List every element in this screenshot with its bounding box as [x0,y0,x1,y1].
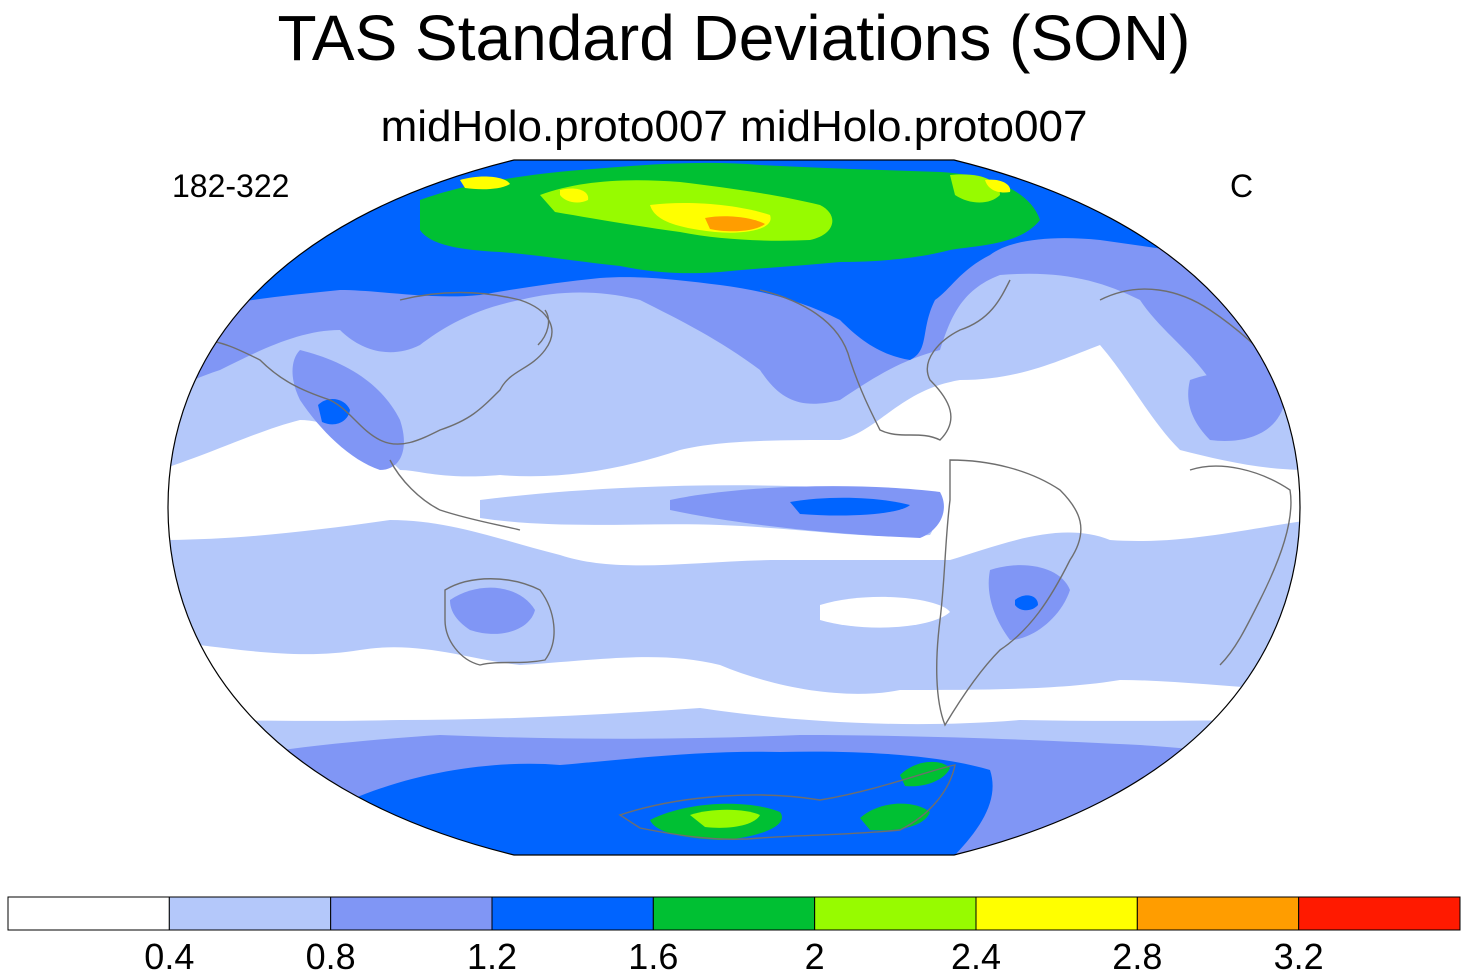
contour-band-medium-blue-australia [450,587,535,634]
map-outline [167,159,1301,856]
units-label: C [1230,168,1254,204]
contour-band-yellow-arctic-east [985,179,1011,193]
colorbar-tick-label: 2 [804,936,825,977]
coastline-asia [199,291,553,445]
colorbar-boxes [7,896,1461,931]
colorbar-tick-label: 3.2 [1273,936,1324,977]
contour-band-blue-india [318,398,350,425]
year-range-label: 182-322 [172,168,290,204]
colorbar-tick-label: 0.8 [305,936,356,977]
colorbar-box [7,896,170,931]
colorbar-box [652,896,816,931]
contour-band-white-south [168,640,1300,725]
colorbar-tick-label: 0.4 [144,936,195,977]
coastline-south-america [936,459,1082,727]
colorbar-tick-label: 1.6 [628,936,679,977]
contour-band-green-antarctic-peninsula [900,761,950,787]
colorbar-box [1298,896,1461,931]
contour-band-white-southatlantic [820,596,950,628]
contour-band-orange-siberia [705,216,765,232]
colorbar-tick-label: 1.2 [466,936,518,977]
chart-title: TAS Standard Deviations (SON) [277,2,1191,74]
coastline-north-america [759,279,1011,441]
coastline-africa [1189,465,1292,666]
contour-band-medium-blue-atlantic [1188,372,1285,441]
coastline-japan [537,309,550,346]
colorbar-box [491,896,654,931]
colorbar-box [330,896,493,931]
contour-fill-layer [168,160,1300,855]
colorbar-box [1136,896,1300,931]
coastline-australia [444,578,555,666]
coastline-southeast-asia [389,459,521,531]
chart-subtitle: midHolo.proto007 midHolo.proto007 [380,102,1088,151]
colorbar [7,896,1461,931]
colorbar-box [814,896,977,931]
colorbar-tick-label: 2.4 [950,936,1002,977]
colorbar-box [168,896,332,931]
colorbar-tick-label: 2.8 [1112,936,1163,977]
contour-band-yellow-arctic-west [460,176,510,190]
colorbar-box [975,896,1138,931]
contour-band-yellow-scandinavia [560,188,589,203]
contour-band-blue-southern-ocean [168,751,993,855]
coastline-antarctica [618,764,956,840]
contour-band-blue-equatorial-pacific [790,497,910,516]
contour-band-blue-brazil [1015,595,1038,611]
contour-band-green-antarctica-west [860,803,930,831]
contour-band-yellow-green-antarctica [690,809,760,828]
